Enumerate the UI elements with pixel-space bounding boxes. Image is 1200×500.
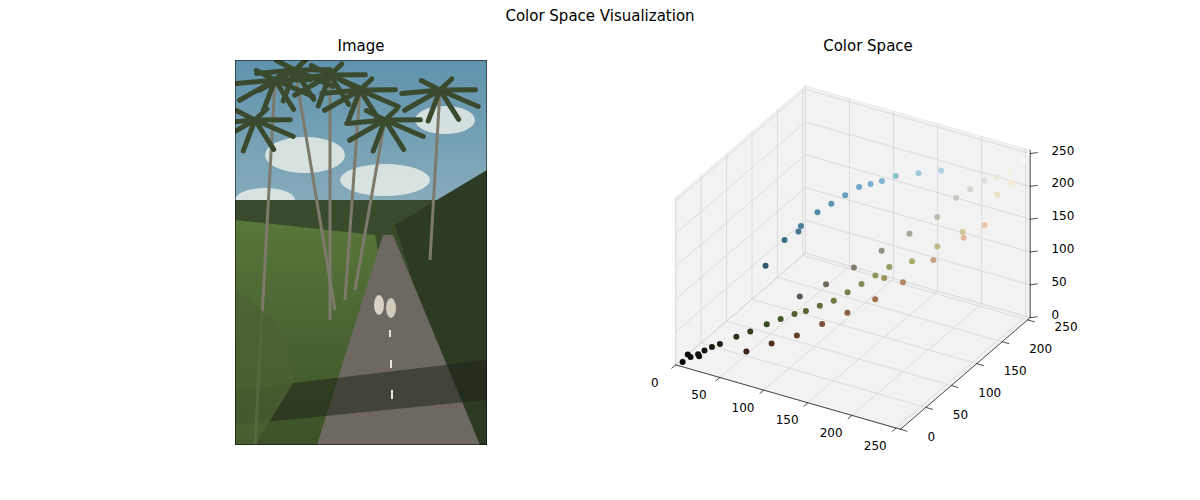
svg-text:200: 200 xyxy=(820,426,843,440)
svg-text:50: 50 xyxy=(953,408,968,422)
svg-text:100: 100 xyxy=(1051,242,1074,256)
svg-text:250: 250 xyxy=(1055,320,1078,334)
svg-text:150: 150 xyxy=(1004,364,1027,378)
svg-text:250: 250 xyxy=(1051,144,1074,158)
svg-text:100: 100 xyxy=(732,401,755,415)
svg-text:0: 0 xyxy=(1051,308,1059,322)
svg-text:200: 200 xyxy=(1029,342,1052,356)
svg-text:100: 100 xyxy=(978,386,1001,400)
html-text:Image: Image xyxy=(337,37,385,55)
svg-text:50: 50 xyxy=(1051,275,1066,289)
html-text:Color Space Visualization: Color Space Visualization xyxy=(505,7,695,25)
html-text:Color Space: Color Space xyxy=(823,37,913,55)
svg-text:0: 0 xyxy=(651,376,659,390)
svg-text:150: 150 xyxy=(776,413,799,427)
svg-text:150: 150 xyxy=(1051,209,1074,223)
svg-text:250: 250 xyxy=(864,439,887,453)
svg-text:200: 200 xyxy=(1051,176,1074,190)
svg-text:50: 50 xyxy=(691,388,706,402)
svg-text:0: 0 xyxy=(927,430,935,444)
